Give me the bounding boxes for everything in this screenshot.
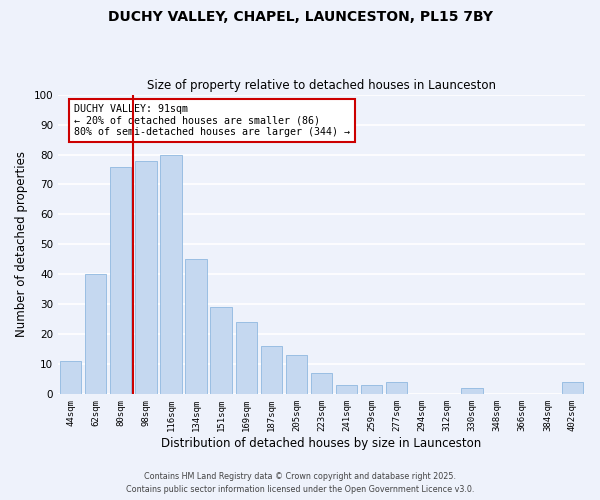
Bar xyxy=(361,386,382,394)
Bar xyxy=(336,386,357,394)
Bar xyxy=(386,382,407,394)
Y-axis label: Number of detached properties: Number of detached properties xyxy=(15,152,28,338)
Bar xyxy=(562,382,583,394)
Bar xyxy=(135,160,157,394)
Bar xyxy=(211,308,232,394)
Bar xyxy=(461,388,483,394)
Bar xyxy=(110,166,131,394)
Text: DUCHY VALLEY: 91sqm
← 20% of detached houses are smaller (86)
80% of semi-detach: DUCHY VALLEY: 91sqm ← 20% of detached ho… xyxy=(74,104,350,136)
Bar xyxy=(160,154,182,394)
Text: Contains HM Land Registry data © Crown copyright and database right 2025.
Contai: Contains HM Land Registry data © Crown c… xyxy=(126,472,474,494)
Bar xyxy=(60,362,81,394)
Bar xyxy=(260,346,282,395)
Bar xyxy=(85,274,106,394)
Bar xyxy=(185,260,207,394)
X-axis label: Distribution of detached houses by size in Launceston: Distribution of detached houses by size … xyxy=(161,437,482,450)
Title: Size of property relative to detached houses in Launceston: Size of property relative to detached ho… xyxy=(147,79,496,92)
Bar xyxy=(286,356,307,395)
Bar xyxy=(311,374,332,394)
Bar xyxy=(236,322,257,394)
Text: DUCHY VALLEY, CHAPEL, LAUNCESTON, PL15 7BY: DUCHY VALLEY, CHAPEL, LAUNCESTON, PL15 7… xyxy=(107,10,493,24)
